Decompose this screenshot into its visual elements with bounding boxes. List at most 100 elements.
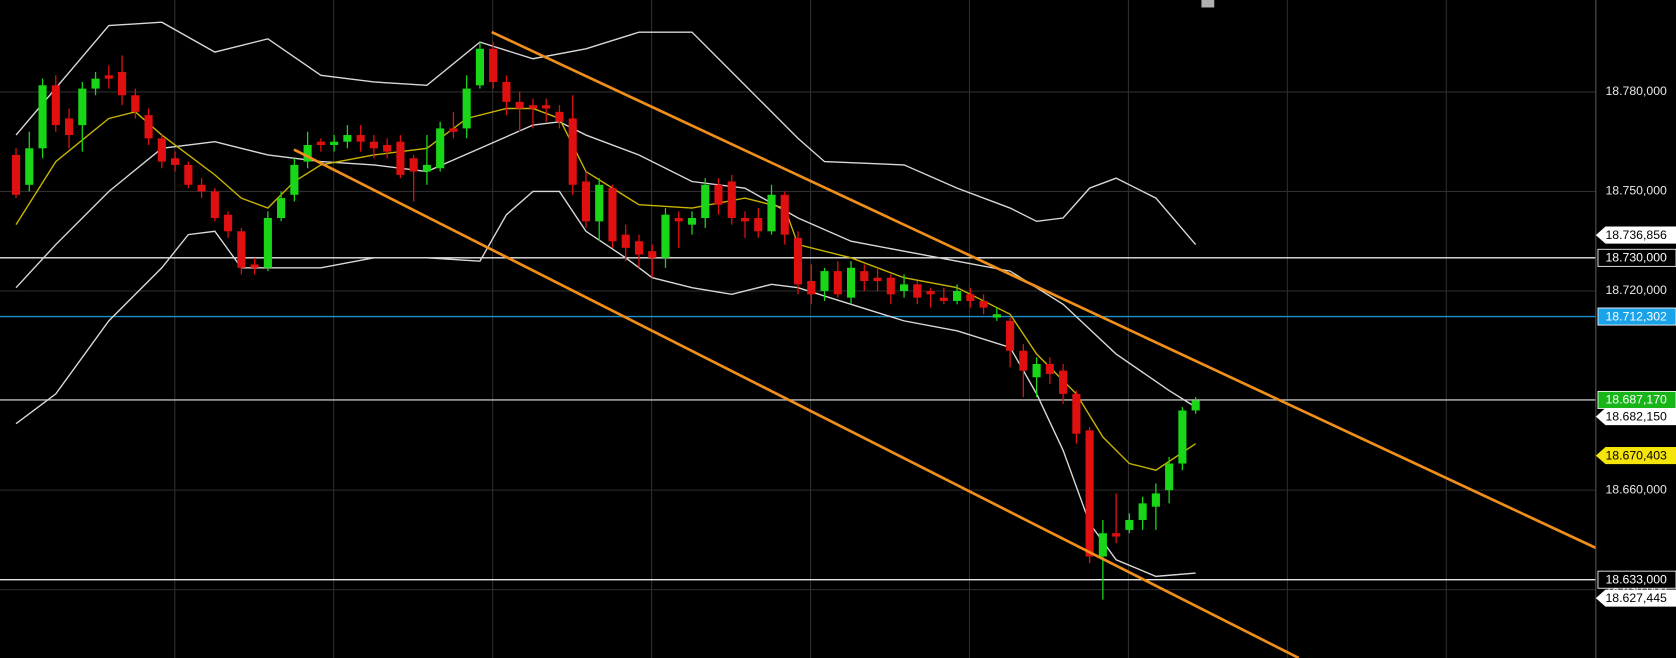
y-tick-label: 18.780,000 [1605,84,1667,98]
candle-body [436,128,445,169]
price-tag [1595,226,1676,244]
candle-body [303,145,312,162]
price-tag-label: 18.687,170 [1605,393,1667,407]
candle-body [634,241,644,255]
indicator-line [15,21,1197,246]
candle-body [343,135,352,142]
price-tag [1595,447,1676,465]
candle-body [899,284,909,292]
candle-body [131,95,140,112]
candle-body [926,291,935,295]
candle-body [833,271,842,295]
y-tick-label: 18.750,000 [1605,184,1667,198]
price-tag [1595,408,1676,426]
candle-body [144,115,153,139]
candle-body [515,101,524,109]
candle-body [462,88,471,129]
candle-body [11,154,21,195]
candle-body [595,184,604,222]
y-tick-label: 18.660,000 [1605,482,1667,496]
candle-body [356,135,365,142]
candle-body [992,314,1001,318]
price-tag-label: 18.712,302 [1605,309,1667,323]
candle-body [104,75,113,79]
candle-body [873,277,882,282]
price-tag [1597,307,1676,326]
price-tag-label: 18.730,000 [1605,251,1667,265]
candle-body [277,198,286,219]
candle-body [1178,410,1187,464]
grid [0,0,1596,658]
candle-body [581,181,591,222]
candle-body [1138,503,1147,520]
candle-body [860,271,869,282]
candle-body [1191,400,1200,411]
candle-body [542,105,551,109]
candle-body [118,72,127,96]
candle-body [1006,320,1015,351]
candle-body [621,234,630,248]
candle-body [171,158,180,165]
candle-body [913,284,922,298]
marker [1201,0,1215,8]
trend-channel [293,30,1676,658]
price-tag [1597,570,1676,589]
price-axis [1595,0,1676,658]
candle-body [330,141,339,146]
candle-body [1098,533,1107,557]
candle-body [91,78,100,89]
candle-body [1151,493,1160,507]
price-tag-label: 18.670,403 [1605,448,1667,462]
candle-body [1059,370,1068,394]
channel-lower [293,148,1300,658]
candle-body [263,218,272,268]
candle-body [1085,430,1094,557]
candle-body [939,297,948,301]
candle-body [727,181,736,219]
candle-body [51,85,60,126]
candle-body [237,231,246,268]
candle-body [1045,364,1054,374]
price-tag-label: 18.682,150 [1605,409,1667,423]
candle-body [197,184,206,192]
candle-body [807,281,816,295]
candle-body [780,194,789,235]
candle-body [608,188,617,242]
candle-body [396,141,405,175]
price-tag [1595,589,1676,607]
candle-body [409,158,418,172]
candle-body [754,218,763,232]
candle-body [820,271,829,292]
price-tag [1597,248,1676,267]
candle-body [449,128,458,132]
candle-body [966,294,975,301]
candle-body [157,138,166,162]
y-tick-label: 18.720,000 [1605,283,1667,297]
candle-body [64,118,74,136]
candle-body [953,291,962,301]
candle-body [648,251,657,258]
candle-body [184,164,193,185]
candle-body [369,141,378,149]
indicator-line [15,121,1197,408]
price-tag-label: 18.633,000 [1605,572,1667,586]
candle-body [687,218,697,225]
candle-body [502,81,511,102]
candle-body [979,300,988,308]
candle-body [701,184,710,219]
candle-body [422,164,431,172]
candle-body [714,184,723,205]
candle-body [568,118,577,185]
candle-body [210,191,219,219]
candle-body [1072,393,1081,434]
candle-body [1032,364,1041,378]
candle-body [793,237,803,285]
candle-body [38,85,47,149]
candle-body [528,105,538,109]
candle-body [740,218,750,222]
price-tag-label: 18.736,856 [1605,228,1667,242]
candle-body [489,48,498,82]
candle-body [767,194,776,232]
candle-body [846,267,856,298]
